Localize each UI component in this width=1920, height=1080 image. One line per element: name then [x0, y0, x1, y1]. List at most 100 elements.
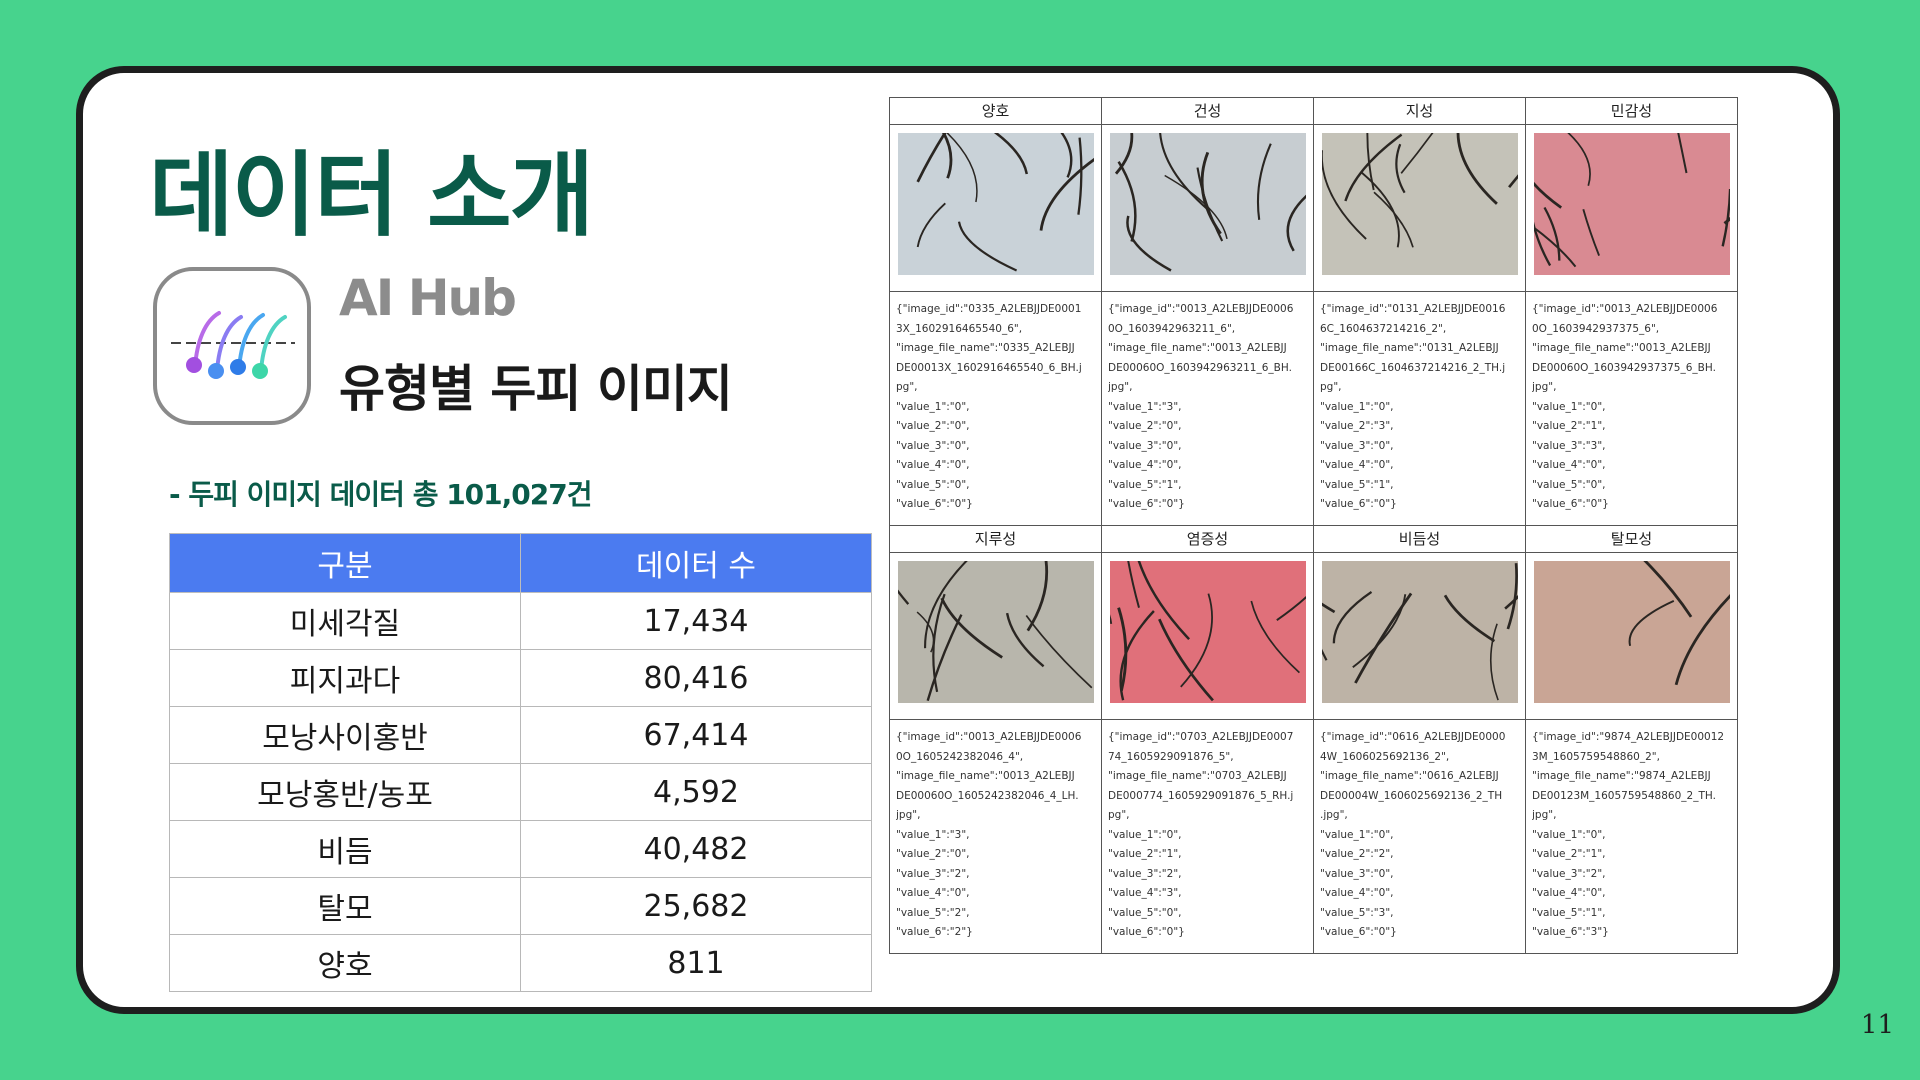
- json-line: "value_3":"2",: [1108, 867, 1182, 880]
- json-line: "value_2":"1",: [1532, 848, 1606, 860]
- json-line: jpg",: [1108, 381, 1133, 393]
- json-line: "value_5":"1",: [1532, 906, 1606, 919]
- hair-strand: [1332, 590, 1372, 644]
- hair-strand: [1372, 191, 1414, 248]
- hair-strand: [916, 202, 946, 248]
- json-line: "value_1":"0",: [1532, 828, 1606, 841]
- json-line: "image_file_name":"0013_A2LEBJJ: [1108, 342, 1287, 354]
- sample-image-cell: [1313, 552, 1526, 720]
- hair-strand: [1109, 614, 1112, 625]
- hair-strand: [1628, 599, 1674, 647]
- json-line: {"image_id":"0131_A2LEBJJDE0016: [1320, 303, 1506, 315]
- hair-strand: [1026, 561, 1048, 632]
- hair-strand: [926, 614, 962, 702]
- json-line: "value_1":"3",: [896, 828, 970, 841]
- hub-name: AI Hub: [339, 269, 517, 327]
- json-line: "value_3":"3",: [1532, 439, 1606, 452]
- json-line: "value_1":"0",: [1108, 828, 1182, 841]
- json-line: "value_6":"2"}: [896, 926, 973, 938]
- hair-strand: [1117, 161, 1137, 242]
- json-line: "value_5":"0",: [1108, 906, 1182, 919]
- hair-strand: [1351, 594, 1406, 669]
- hair-strand: [1642, 561, 1692, 618]
- json-line: "image_file_name":"0013_A2LEBJJ: [896, 770, 1075, 782]
- json-line: 0O_1605242382046_4",: [896, 750, 1024, 763]
- slide-card: 데이터 소개 AI Hub 유형별 두피 이미지 - 두피 이미지 데이터 총 …: [76, 66, 1840, 1014]
- sample-json-cell: {"image_id":"0013_A2LEBJJDE0006 0O_160394…: [1525, 291, 1738, 526]
- scalp-image: [897, 133, 1094, 275]
- json-line: "value_4":"0",: [1320, 887, 1394, 899]
- json-line: "value_2":"3",: [1320, 420, 1394, 432]
- json-line: "value_3":"2",: [896, 867, 970, 880]
- json-line: "value_6":"0"}: [1320, 926, 1397, 938]
- hair-strand: [1137, 561, 1190, 641]
- json-line: "value_5":"3",: [1320, 906, 1394, 919]
- column-header-count: 데이터 수: [520, 533, 872, 593]
- sample-json-cell: {"image_id":"0013_A2LEBJJDE0006 0O_160524…: [889, 719, 1102, 954]
- hair-strand: [915, 133, 947, 183]
- json-line: "value_5":"1",: [1108, 478, 1182, 491]
- sample-image-cell: [1313, 124, 1526, 292]
- hair-strand: [1059, 133, 1072, 178]
- sample-label: 지성: [1313, 97, 1526, 125]
- hair-strand: [1542, 206, 1560, 261]
- scalp-image: [1109, 561, 1306, 703]
- sample-label: 양호: [889, 97, 1102, 125]
- json-line: {"image_id":"0013_A2LEBJJDE0006: [1532, 303, 1718, 315]
- hair-strand: [1158, 133, 1208, 210]
- sample-label: 건성: [1101, 97, 1314, 125]
- hair-strand: [1674, 594, 1730, 686]
- json-line: {"image_id":"0013_A2LEBJJDE0006: [896, 731, 1082, 743]
- scalp-image: [1321, 133, 1518, 275]
- hair-strand: [1125, 215, 1172, 272]
- json-line: jpg",: [1532, 809, 1557, 821]
- category-cell: 미세각질: [169, 592, 521, 650]
- hair-strand: [1321, 602, 1335, 614]
- json-line: "value_2":"0",: [896, 848, 970, 860]
- json-line: "image_file_name":"0013_A2LEBJJ: [1532, 342, 1711, 354]
- scalp-image: [1533, 561, 1730, 703]
- hair-strand: [941, 133, 952, 179]
- hair-strand: [1343, 133, 1402, 202]
- hair-strand: [993, 133, 1028, 175]
- json-line: DE00060O_1605242382046_4_LH.: [896, 789, 1079, 802]
- json-line: DE000774_1605929091876_5_RH.j: [1108, 789, 1294, 802]
- hair-strand: [1249, 600, 1300, 674]
- sample-json-cell: {"image_id":"0335_A2LEBJJDE0001 3X_160291…: [889, 291, 1102, 526]
- json-line: "value_3":"0",: [1108, 439, 1182, 452]
- json-line: DE00060O_1603942963211_6_BH.: [1108, 361, 1292, 374]
- page-number: 11: [1860, 1010, 1894, 1040]
- hair-strand: [1157, 618, 1214, 702]
- json-line: DE00166C_1604637214216_2_TH.j: [1320, 361, 1506, 374]
- category-cell: 모낭사이홍반: [169, 706, 521, 764]
- json-line: "value_6":"0"}: [1532, 498, 1609, 510]
- json-line: "value_3":"0",: [1320, 867, 1394, 880]
- sample-image-row: [889, 124, 1738, 292]
- count-cell: 80,416: [520, 649, 872, 707]
- json-line: jpg",: [1532, 381, 1557, 393]
- hair-strand: [1400, 133, 1433, 174]
- sample-label: 지루성: [889, 525, 1102, 553]
- json-line: "value_2":"2",: [1320, 848, 1394, 860]
- hair-strand: [923, 561, 968, 649]
- category-count-table: 구분 데이터 수 미세각질 17,434 피지과다 80,416 모낭사이홍반 67,…: [169, 533, 872, 992]
- hair-strand: [1360, 172, 1400, 248]
- sample-image-cell: [1101, 552, 1314, 720]
- json-line: "image_file_name":"9874_A2LEBJJ: [1532, 770, 1711, 782]
- hair-strand: [945, 133, 978, 203]
- json-line: DE00004W_1606025692136_2_TH: [1320, 789, 1503, 802]
- sample-image-row: [889, 552, 1738, 720]
- hair-strand: [1039, 157, 1094, 231]
- json-line: .jpg",: [1320, 809, 1348, 821]
- json-line: "value_1":"0",: [896, 400, 970, 413]
- json-line: "value_4":"0",: [896, 887, 970, 899]
- json-line: "value_5":"0",: [896, 478, 970, 491]
- hair-strand: [939, 597, 1003, 659]
- sample-image-cell: [889, 124, 1102, 292]
- category-cell: 탈모: [169, 877, 521, 935]
- category-cell: 양호: [169, 934, 521, 992]
- json-line: pg",: [896, 381, 918, 393]
- hair-strand: [1506, 563, 1518, 630]
- json-line: DE00060O_1603942937375_6_BH.: [1532, 361, 1716, 374]
- json-line: "value_2":"0",: [896, 420, 970, 432]
